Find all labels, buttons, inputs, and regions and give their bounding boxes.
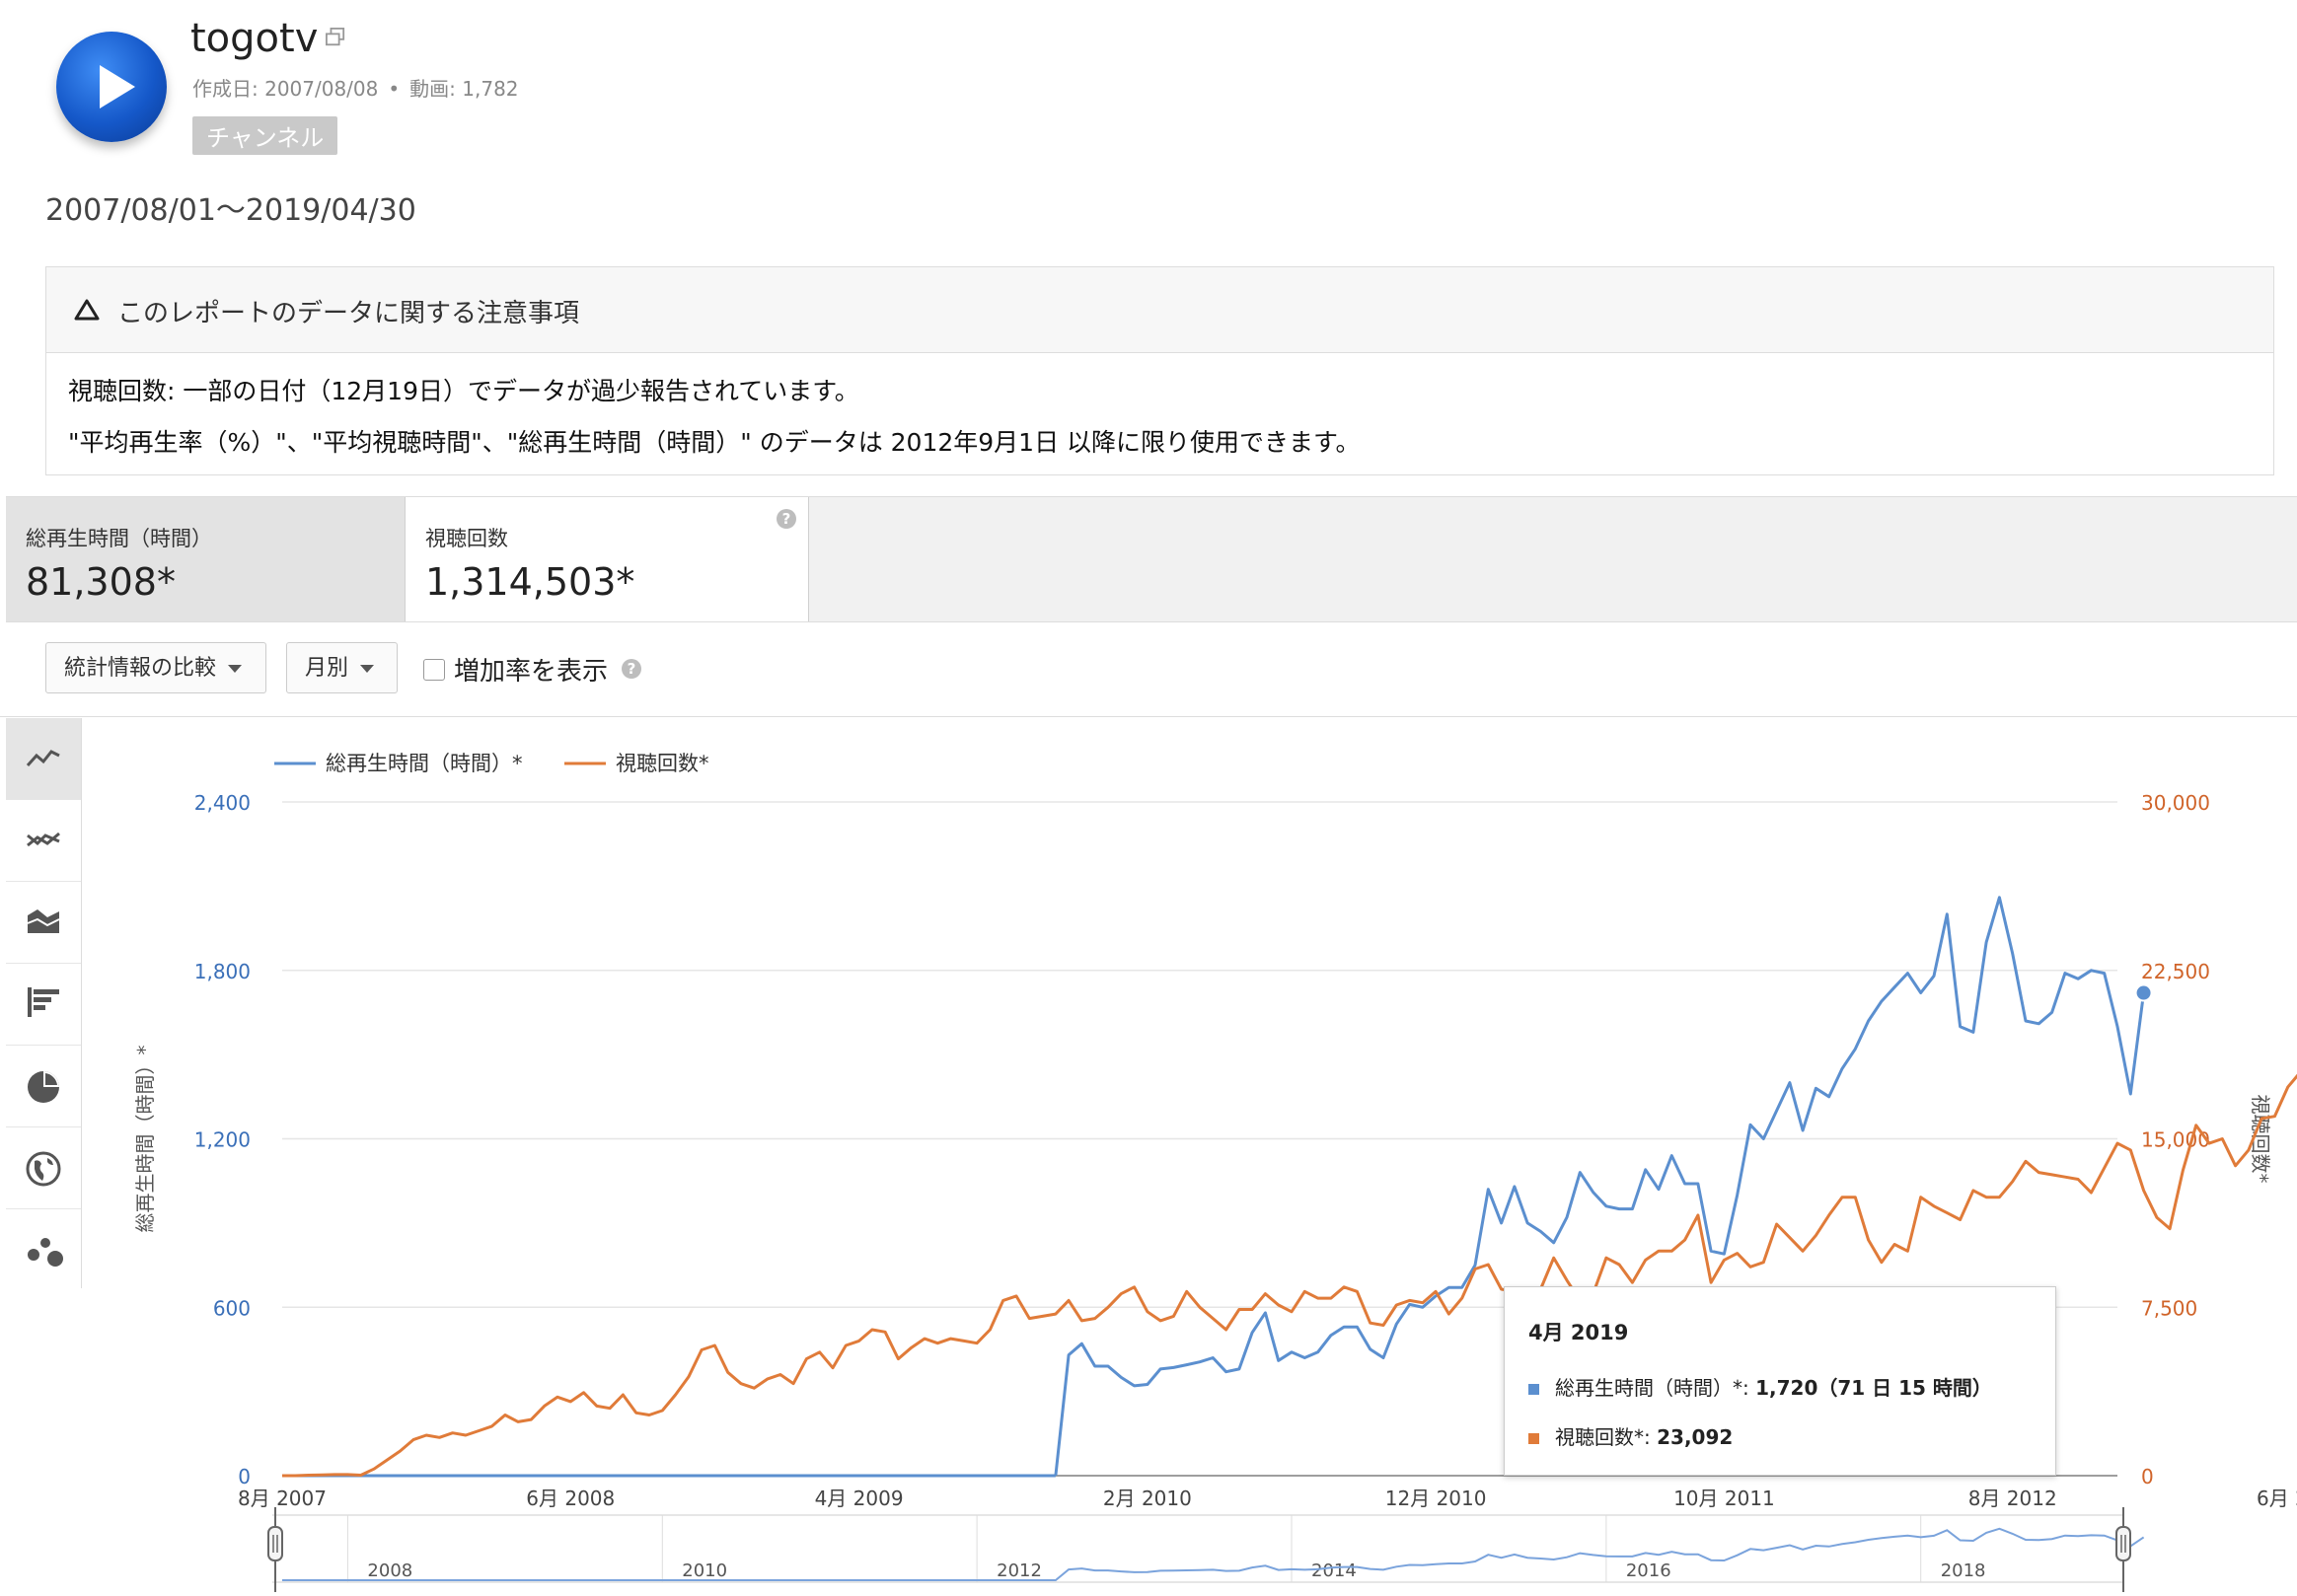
- channel-name[interactable]: togotv: [190, 16, 319, 61]
- x-tick-label: 2月 2010: [1103, 1487, 1192, 1510]
- tooltip-views-label: 視聴回数*:: [1555, 1425, 1658, 1449]
- channel-meta: 作成日: 2007/08/08 • 動画: 1,782: [192, 77, 519, 101]
- growth-label[interactable]: 増加率を表示: [454, 657, 609, 687]
- x-axis: 8月 2007 6月 2008 4月 2009 2月 2010 12月 2010 10月 …: [238, 1487, 2297, 1510]
- bubble-chart-icon[interactable]: [6, 1209, 81, 1290]
- help-icon[interactable]: ?: [622, 659, 641, 679]
- series-layer: [282, 896, 2297, 1478]
- tooltip-swatch: [1528, 1384, 1539, 1395]
- video-count: 動画: 1,782: [409, 77, 519, 101]
- right-tick-label: 30,000: [2141, 791, 2210, 815]
- notice-line-2: "平均再生率（%）"、"平均視聴時間"、"総再生時間（時間）" のデータは 20…: [68, 428, 1361, 457]
- navigator-year-label: 2008: [367, 1560, 412, 1581]
- legend: 総再生時間（時間）* 視聴回数*: [274, 752, 709, 775]
- metrics-bar: 総再生時間（時間） 81,308* 視聴回数 1,314,503* ?: [6, 496, 2297, 622]
- right-tick-label: 0: [2141, 1465, 2154, 1488]
- notice-line-1: 視聴回数: 一部の日付（12月19日）でデータが過少報告されています。: [68, 377, 859, 405]
- created-date: 作成日: 2007/08/08: [192, 77, 379, 101]
- period-label: 月別: [305, 656, 349, 681]
- x-tick-label: 4月 2009: [815, 1487, 904, 1510]
- legend-entry-watch-time[interactable]: 総再生時間（時間）*: [326, 752, 523, 775]
- metric-label: 総再生時間（時間）: [26, 527, 212, 550]
- navigator-right-handle[interactable]: [2115, 1526, 2131, 1561]
- x-tick-label: 8月 2012: [1968, 1487, 2057, 1510]
- period-dropdown[interactable]: 月別: [286, 642, 398, 693]
- x-tick-label: 6月 2013: [2257, 1487, 2297, 1510]
- right-axis: 0 7,500 15,000 22,500 30,000: [2141, 791, 2210, 1488]
- notice-header[interactable]: このレポートのデータに関する注意事項: [46, 267, 2273, 353]
- navigator-year-label: 2018: [1941, 1560, 1986, 1581]
- left-tick-label: 1,200: [194, 1128, 251, 1152]
- navigator-series-line: [282, 1527, 2145, 1581]
- left-axis-label: 総再生時間（時間）*: [133, 1046, 157, 1233]
- tooltip-row-views: 視聴回数*: 23,092: [1528, 1421, 1733, 1450]
- multi-line-icon[interactable]: [6, 800, 81, 882]
- chevron-down-icon: [360, 665, 375, 673]
- tooltip-watch-label: 総再生時間（時間）*:: [1555, 1376, 1756, 1400]
- tooltip-swatch: [1528, 1433, 1539, 1444]
- navigator-year-label: 2016: [1626, 1560, 1671, 1581]
- x-tick-label: 6月 2008: [526, 1487, 615, 1510]
- compare-metrics-dropdown[interactable]: 統計情報の比較: [45, 642, 266, 693]
- channel-avatar: [56, 32, 167, 142]
- metric-value: 1,314,503*: [425, 560, 635, 604]
- chart-tooltip: 4月 2019 総再生時間（時間）*: 1,720（71 日 15 時間） 視聴…: [1504, 1286, 2056, 1476]
- globe-icon[interactable]: [6, 1127, 81, 1209]
- date-range: 2007/08/01〜2019/04/30: [45, 193, 416, 228]
- right-tick-label: 7,500: [2141, 1296, 2197, 1320]
- area-chart-icon[interactable]: [6, 882, 81, 964]
- series-end-marker[interactable]: [2134, 983, 2153, 1002]
- help-icon[interactable]: ?: [777, 509, 796, 529]
- x-tick-label: 8月 2007: [238, 1487, 327, 1510]
- play-icon: [100, 65, 135, 109]
- tooltip-title: 4月 2019: [1528, 1321, 1629, 1344]
- pie-chart-icon[interactable]: [6, 1046, 81, 1127]
- notice-title: このレポートのデータに関する注意事項: [117, 299, 580, 328]
- x-tick-label: 12月 2010: [1385, 1487, 1487, 1510]
- chevron-down-icon: [228, 665, 243, 673]
- open-external-icon[interactable]: [326, 28, 345, 47]
- left-tick-label: 600: [213, 1296, 251, 1320]
- x-tick-label: 10月 2011: [1673, 1487, 1775, 1510]
- left-axis: 0 600 1,200 1,800 2,400: [194, 791, 251, 1488]
- divider: [0, 716, 2297, 717]
- growth-checkbox[interactable]: [423, 659, 445, 681]
- tooltip-views-value: 23,092: [1657, 1425, 1734, 1449]
- bar-chart-icon[interactable]: [6, 964, 81, 1046]
- metric-card-watch-time[interactable]: 総再生時間（時間） 81,308*: [6, 497, 406, 621]
- metric-label: 視聴回数: [425, 527, 508, 550]
- data-notice-panel: このレポートのデータに関する注意事項 視聴回数: 一部の日付（12月19日）でデ…: [45, 266, 2274, 475]
- right-tick-label: 15,000: [2141, 1128, 2210, 1152]
- series-line-views: [282, 1073, 2297, 1478]
- tooltip-watch-value: 1,720（71 日 15 時間）: [1755, 1376, 1992, 1400]
- left-tick-label: 1,800: [194, 960, 251, 983]
- navigator-left-handle[interactable]: [267, 1526, 283, 1561]
- watch-time-views-chart: 0 600 1,200 1,800 2,400 0 7,500 15,000 22,500 30…: [133, 752, 2297, 1592]
- right-tick-label: 22,500: [2141, 960, 2210, 983]
- chart-type-toolbar: [6, 718, 82, 1288]
- metric-value: 81,308*: [26, 560, 176, 604]
- legend-entry-views[interactable]: 視聴回数*: [616, 752, 709, 775]
- navigator-year-label: 2012: [997, 1560, 1042, 1581]
- compare-label: 統計情報の比較: [64, 656, 217, 681]
- navigator-year-label: 2014: [1311, 1560, 1357, 1581]
- series-line-watch-time: [1054, 896, 2146, 1477]
- line-chart-icon[interactable]: [6, 718, 81, 800]
- tooltip-row-watch-time: 総再生時間（時間）*: 1,720（71 日 15 時間）: [1528, 1372, 1992, 1401]
- channel-badge: チャンネル: [192, 116, 338, 155]
- left-tick-label: 0: [238, 1465, 251, 1488]
- left-tick-label: 2,400: [194, 791, 251, 815]
- range-navigator[interactable]: 2008 2010 2012 2014 2016 2018: [267, 1507, 2145, 1592]
- navigator-year-label: 2010: [682, 1560, 727, 1581]
- metric-card-views[interactable]: 視聴回数 1,314,503* ?: [406, 497, 809, 621]
- warning-icon: [74, 299, 100, 321]
